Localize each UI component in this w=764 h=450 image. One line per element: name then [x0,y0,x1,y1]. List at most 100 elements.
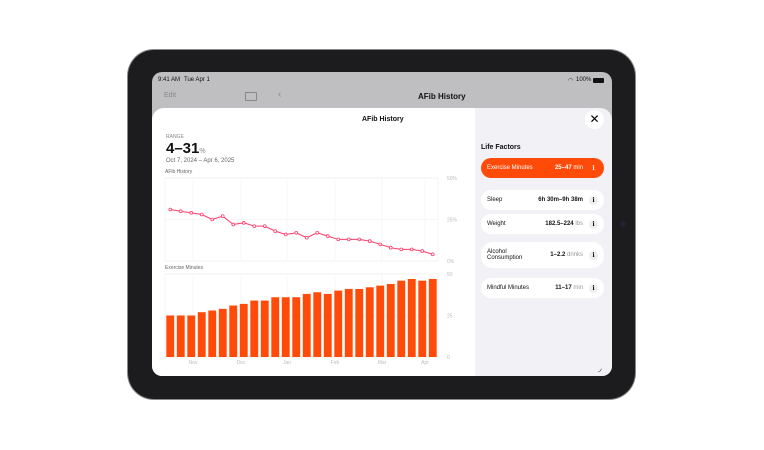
x-tick-label: Nov [189,360,198,366]
info-icon[interactable]: i [589,283,598,293]
data-point [346,237,351,242]
life-factor-weight[interactable]: Weight 182.5–224 lbs i [481,214,604,234]
data-point [241,221,246,225]
data-point [178,209,183,214]
life-factor-alcohol-consumption[interactable]: Alcohol Consumption 1–2.2 drinks i [481,242,604,268]
data-point [325,234,330,238]
info-icon[interactable]: i [589,250,598,260]
range-value: 4–31% [166,140,206,157]
bar [386,283,395,357]
battery-icon [593,78,604,83]
data-point [294,230,299,235]
life-factors-title: Life Factors [481,144,521,151]
bar [271,297,280,357]
x-tick-label: Feb [331,360,340,366]
factor-unit: lbs [575,221,583,227]
bar [208,310,217,357]
bar [344,288,353,357]
bar [166,315,175,357]
factor-value: 182.5–224 lbs [545,221,583,227]
data-point [252,224,257,228]
bar [407,278,416,357]
y-tick-label: 25 [447,314,453,320]
factor-unit: min [573,285,583,291]
data-point [262,224,267,228]
bar [302,293,311,357]
back-icon[interactable]: ‹ [278,89,282,100]
bar [313,292,322,357]
x-tick-label: Apr [421,360,429,366]
factor-label: Weight [487,221,506,227]
factor-label: Mindful Minutes [487,285,530,291]
bar [376,285,385,357]
data-point [315,230,320,235]
chart-title: Exercise Minutes [165,265,204,271]
sheet-title: AFib History [362,116,404,123]
y-tick-label: 25% [447,218,458,224]
factor-range: 11–17 [555,285,572,291]
life-factors-panel: ✕ Life Factors Exercise Minutes 25–47 min… [475,108,612,376]
bar [428,278,437,357]
bar [218,308,227,357]
status-date: Tue Apr 1 [184,77,210,83]
life-factor-mindful-minutes[interactable]: Mindful Minutes 11–17 min i [481,278,604,298]
status-time: 9:41 AM [158,77,181,83]
life-factor-sleep[interactable]: Sleep 6h 30m–9h 38m i [481,190,604,210]
factor-value: 11–17 min [555,285,583,291]
bar [397,280,406,357]
bar [365,287,374,357]
data-point [283,232,288,237]
bar [187,315,196,357]
bar [260,300,269,357]
y-tick-label: 0 [447,355,450,361]
info-icon[interactable]: i [592,164,595,172]
data-point [199,212,204,217]
data-point [357,237,362,242]
data-point [273,229,278,233]
camera [620,221,626,227]
info-icon[interactable]: i [589,219,598,229]
bar [355,288,364,357]
data-point [304,235,309,240]
factor-label: Sleep [487,197,503,203]
y-tick-label: 0% [447,259,455,265]
info-icon[interactable]: i [589,195,598,205]
data-point [210,217,215,222]
wifi-icon: ◠ [568,78,574,84]
data-point [367,239,372,243]
close-button[interactable]: ✕ [585,110,604,129]
factor-value: 1–2.2 drinks [550,252,583,258]
factor-label: Alcohol Consumption [487,249,523,261]
range-unit: % [199,148,206,155]
bar [250,300,259,357]
nav-title: AFib History [418,92,466,101]
factor-range: 1–2.2 [550,252,566,258]
sidebar-icon[interactable] [245,92,257,101]
data-point [168,207,173,212]
x-tick-label: Mar [378,360,387,366]
data-point [336,237,341,242]
life-factor-exercise-minutes[interactable]: Exercise Minutes 25–47 min i [481,158,604,178]
data-point [231,222,236,227]
factor-value: 6h 30m–9h 38m [538,197,583,203]
factor-range: 6h 30m–9h 38m [538,197,583,203]
factor-unit: min [573,165,583,171]
range-label: RANGE [166,134,184,140]
x-tick-label: Jan [283,360,291,366]
y-tick-label: 50 [447,272,453,278]
chart-title: AFib History [165,169,193,175]
data-point [378,242,383,247]
data-point [399,247,404,252]
factor-range: 25–47 [554,165,572,171]
bar [334,290,343,357]
edit-button[interactable]: Edit [164,92,177,99]
x-tick-label: Dec [237,360,246,366]
afib-line [170,209,433,255]
data-point [388,245,393,250]
bar [197,312,206,357]
date-range: Oct 7, 2024 – Apr 6, 2025 [166,158,235,164]
resize-handle[interactable]: ◞ [598,363,602,373]
bar [229,305,238,357]
bar [292,297,301,357]
